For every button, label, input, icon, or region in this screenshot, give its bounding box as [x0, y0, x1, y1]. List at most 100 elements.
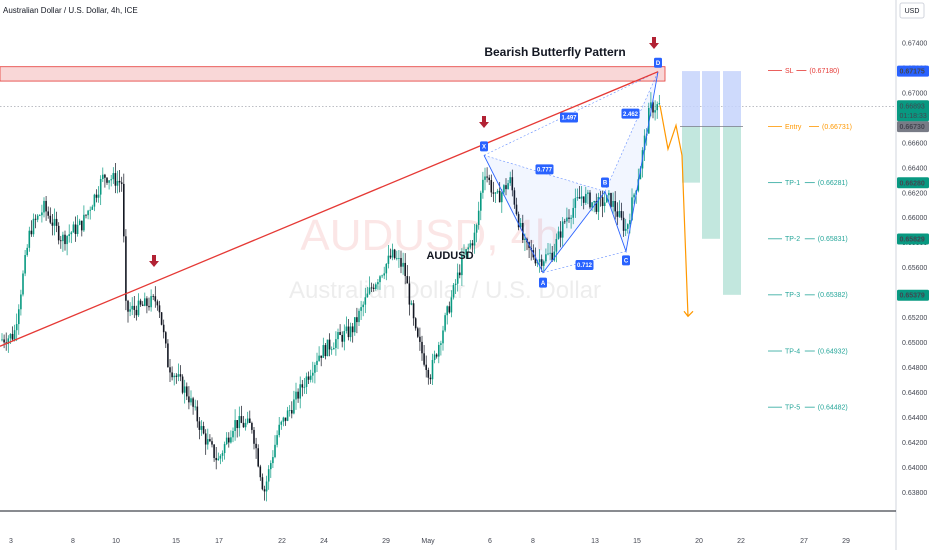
candle-body [259, 466, 262, 478]
candle-body [389, 255, 392, 258]
candle-body [465, 249, 467, 255]
x-tick-label: 10 [112, 538, 120, 545]
candle-body [238, 416, 241, 429]
candle-body [448, 306, 451, 313]
candle-body [551, 252, 553, 261]
candle-body [461, 255, 463, 276]
candle-body [110, 179, 112, 181]
candle-body [240, 416, 243, 423]
level-name: Entry [785, 124, 802, 131]
candle-body [137, 300, 140, 316]
candle-body [595, 201, 598, 212]
candle-body [456, 272, 459, 284]
candle-body [375, 284, 377, 289]
candle-body [484, 176, 486, 180]
y-tick-label: 0.65600 [902, 265, 927, 272]
candle-body [299, 384, 301, 399]
pattern-point-marker [601, 177, 609, 188]
candle-body [328, 339, 331, 350]
candle-body [179, 374, 182, 377]
level-value: (0.65382) [818, 292, 848, 299]
candle-body [572, 207, 574, 218]
risk-box [682, 71, 700, 127]
candle-body [62, 234, 64, 242]
candle-body [589, 192, 591, 208]
candle-body [246, 418, 249, 423]
candle-body [417, 328, 419, 337]
candle-body [68, 234, 70, 236]
time-axis[interactable]: 3 8 10 15 17 22 24 29 May 6 8 13 15 20 22 27 29 [9, 538, 850, 545]
candle-body [11, 333, 14, 340]
x-tick-label: 3 [9, 538, 13, 545]
candle-body [60, 240, 62, 242]
candle-body [129, 309, 131, 312]
candle-body [219, 455, 222, 459]
candle-body [459, 272, 461, 276]
bearish-arrow-head [479, 122, 489, 128]
pattern-ratio-line [604, 71, 659, 192]
candle-body [141, 304, 144, 306]
candle-body [81, 220, 83, 231]
candle-body [402, 262, 404, 267]
y-tick-label: 0.64200 [902, 440, 927, 447]
candle-body [498, 190, 501, 203]
candle-body [320, 355, 322, 358]
candle-body [253, 429, 255, 444]
candle-body [228, 437, 230, 443]
candle-body [494, 192, 497, 194]
candle-body [339, 332, 341, 335]
candle-body [656, 104, 658, 111]
candle-body [24, 255, 26, 274]
candle-body [76, 224, 79, 235]
candle-body [570, 217, 572, 219]
candle-body [400, 258, 402, 267]
candle-body [654, 110, 656, 113]
candle-body [215, 457, 217, 461]
candle-body [7, 338, 10, 345]
candle-body [267, 469, 270, 482]
y-tick-label: 0.65000 [902, 340, 927, 347]
chart-title: Australian Dollar / U.S. Dollar, 4h, ICE [3, 6, 138, 15]
candle-body [207, 439, 209, 445]
candle-body [280, 421, 283, 425]
candle-body [538, 259, 541, 262]
y-tick-label: 0.65200 [902, 315, 927, 322]
candle-body [513, 190, 516, 205]
candle-body [566, 217, 568, 222]
candle-body [419, 336, 421, 342]
pattern-triangle-xab [484, 155, 605, 273]
candle-body [629, 220, 631, 225]
candle-body [524, 238, 526, 240]
level-price-badge [897, 177, 929, 189]
pattern-title: Bearish Butterfly Pattern [484, 45, 625, 59]
risk-box [723, 71, 741, 127]
candle-body [391, 249, 394, 258]
candle-body [255, 443, 257, 449]
currency-button[interactable] [899, 2, 925, 19]
candle-body [112, 173, 115, 180]
level-price-badge [897, 233, 929, 245]
candle-body [427, 369, 430, 378]
candle-body [372, 287, 375, 289]
pattern-point-marker [539, 277, 547, 288]
level-price-badge-label: 0.65379 [900, 293, 925, 300]
candle-body [64, 234, 66, 245]
symbol-label: AUDUSD [426, 250, 473, 262]
candle-body [120, 182, 123, 184]
candle-body [47, 211, 49, 216]
candle-body [102, 174, 104, 180]
candle-body [404, 262, 406, 277]
candle-body [286, 410, 289, 421]
candle-body [490, 180, 493, 193]
candle-body [318, 355, 320, 361]
x-tick-label: 13 [591, 538, 599, 545]
candle-body [55, 218, 58, 226]
candle-body [249, 418, 251, 423]
candle-body [295, 391, 297, 400]
candle-body [274, 444, 276, 458]
candle-body [41, 212, 43, 216]
candle-body [173, 375, 175, 378]
candle-body [454, 283, 457, 285]
candle-body [95, 194, 98, 198]
